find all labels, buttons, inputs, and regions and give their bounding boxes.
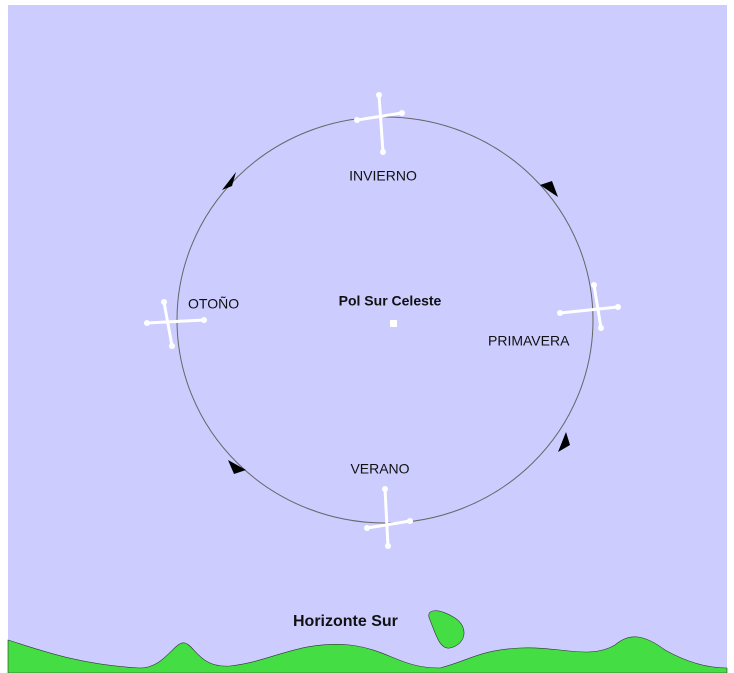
season-label: INVIERNO	[349, 168, 417, 184]
horizon-label: Horizonte Sur	[293, 613, 398, 630]
diagram: INVIERNO PRIMAVERA VERANO OTOÑO Pol Sur …	[0, 0, 734, 673]
sky	[8, 5, 727, 673]
pole-marker	[390, 320, 397, 327]
page: INVIERNO PRIMAVERA VERANO OTOÑO Pol Sur …	[0, 0, 734, 673]
center-label: Pol Sur Celeste	[339, 293, 442, 309]
season-label: OTOÑO	[188, 296, 239, 312]
season-label: VERANO	[350, 461, 409, 477]
season-label: PRIMAVERA	[488, 333, 570, 349]
